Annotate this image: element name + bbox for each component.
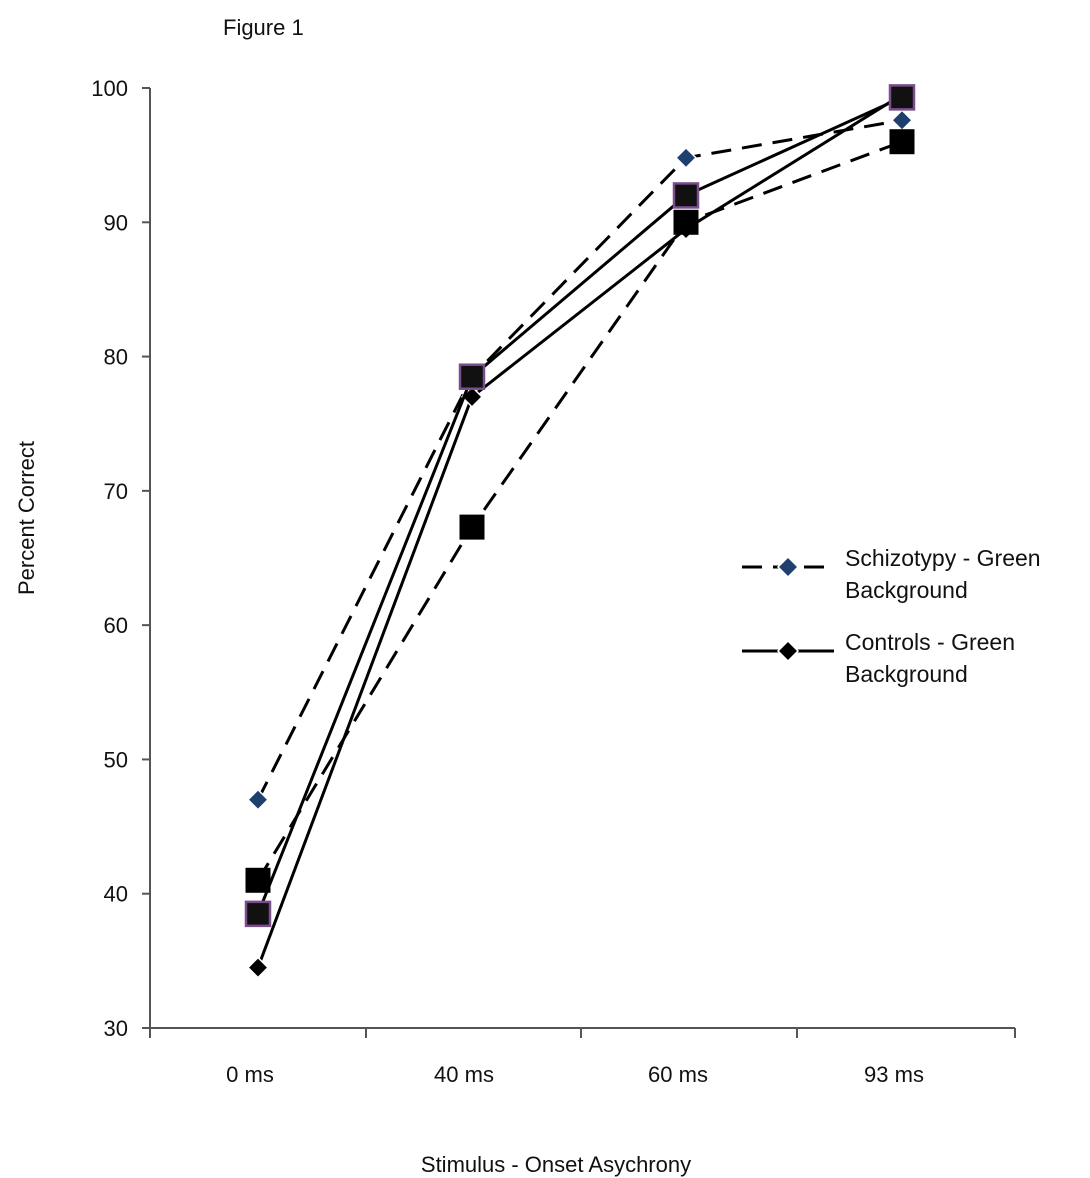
- y-tick-label: 100: [91, 76, 128, 101]
- series-line: [256, 140, 903, 882]
- series-line: [256, 93, 903, 969]
- y-axis-title: Percent Correct: [14, 441, 39, 595]
- y-tick-label: 30: [104, 1016, 128, 1041]
- y-tick-label: 70: [104, 479, 128, 504]
- y-tick-label: 50: [104, 747, 128, 772]
- legend-label-line: Schizotypy - Green: [845, 545, 1041, 571]
- y-tick-label: 80: [104, 345, 128, 370]
- legend-label-line: Background: [845, 661, 968, 687]
- legend-item-1: Schizotypy - Green Background: [742, 545, 1041, 603]
- legend-label-line: Controls - Green: [845, 629, 1015, 655]
- y-tick-label: 60: [104, 613, 128, 638]
- legend-item-2: Controls - Green Background: [742, 629, 1015, 687]
- data-point: [244, 900, 272, 928]
- data-point: [889, 129, 915, 155]
- series-4: [245, 129, 915, 893]
- legend-label: Schizotypy - Green Background: [845, 545, 1041, 603]
- x-tick-label: 0 ms: [226, 1062, 274, 1087]
- series-line: [256, 96, 903, 915]
- data-point: [246, 956, 270, 979]
- data-point: [458, 363, 486, 390]
- chart-title: Figure 1: [223, 15, 304, 40]
- legend-marker: [776, 639, 800, 663]
- legend-label-line: Background: [845, 577, 968, 603]
- series-line: [256, 118, 903, 801]
- legend-label: Controls - Green Background: [845, 629, 1015, 687]
- y-tick-label: 90: [104, 210, 128, 235]
- data-point: [673, 209, 699, 235]
- x-tick-label: 93 ms: [864, 1062, 924, 1087]
- x-tick-label: 60 ms: [648, 1062, 708, 1087]
- data-point: [245, 867, 271, 893]
- plot-area: 30 40 50 60 70 80 90 100 0 ms 40 ms 60 ms 93 ms: [91, 76, 1016, 1087]
- x-axis-title: Stimulus - Onset Asychrony: [421, 1152, 691, 1177]
- data-point: [672, 182, 700, 209]
- legend-marker: [776, 555, 800, 579]
- series-2: [246, 83, 914, 979]
- x-tick-label: 40 ms: [434, 1062, 494, 1087]
- series-1: [246, 109, 914, 811]
- data-point: [459, 514, 485, 540]
- data-point: [674, 146, 698, 169]
- data-point: [888, 84, 916, 111]
- series-3: [244, 84, 916, 928]
- data-point: [890, 109, 914, 132]
- y-tick-label: 40: [104, 882, 128, 907]
- data-point: [246, 788, 270, 811]
